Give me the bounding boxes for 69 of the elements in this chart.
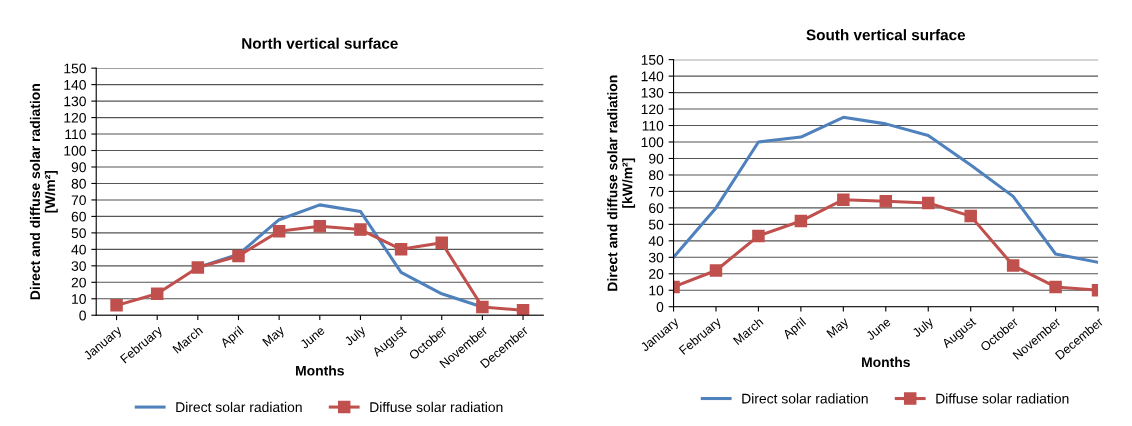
x-tick-label: May	[826, 316, 851, 340]
y-tick-label: 130	[641, 87, 664, 98]
y-tick-label: 20	[71, 277, 86, 288]
chart-title: South vertical surface	[806, 29, 966, 41]
y-tick-label: 130	[64, 96, 86, 107]
x-tick-label: July	[911, 316, 936, 340]
y-tick-label: 40	[71, 244, 86, 255]
y-tick-label: 90	[649, 153, 664, 164]
y-tick-label: 20	[649, 269, 664, 279]
point	[921, 196, 935, 210]
legend-label: Direct solar radiation	[176, 401, 302, 413]
x-axis-title: Months	[296, 365, 344, 376]
y-tick-label: 140	[641, 71, 664, 82]
point	[837, 193, 850, 206]
y-tick-label: 0	[656, 302, 664, 312]
point	[435, 236, 448, 250]
point	[110, 299, 123, 312]
point	[709, 264, 723, 277]
y-axis-title: Direct and diffuse solar radiation [W/m²]	[29, 84, 58, 300]
point	[354, 223, 367, 236]
y-tick-label: 110	[642, 120, 664, 131]
x-tick-label: May	[262, 325, 287, 349]
y-tick-label: 40	[648, 236, 664, 246]
legend-label: Direct solar radiation	[742, 393, 868, 404]
point	[232, 249, 245, 263]
y-tick-label: 60	[71, 211, 86, 222]
y-tick-label: 50	[71, 228, 86, 239]
y-tick-label: 10	[649, 285, 664, 296]
point	[191, 261, 205, 274]
y-tick-label: 150	[641, 54, 664, 65]
y-tick-label: 90	[71, 162, 86, 173]
y-tick-label: 100	[641, 137, 664, 148]
y-tick-label: 120	[641, 104, 664, 115]
y-tick-label: 100	[64, 145, 86, 156]
point	[964, 209, 977, 223]
y-tick-label: 30	[71, 261, 86, 271]
point	[150, 287, 164, 301]
y-tick-label: 80	[71, 178, 86, 189]
y-tick-label: 140	[64, 79, 86, 90]
x-tick-label: July	[343, 324, 368, 349]
x-tick-label: June	[865, 317, 892, 341]
y-tick-label: 110	[65, 129, 86, 140]
point	[313, 220, 327, 233]
y-tick-label: 30	[648, 252, 664, 263]
point	[794, 214, 808, 228]
y-tick-label: 60	[649, 203, 664, 214]
chart-title: North vertical surface	[242, 37, 398, 49]
y-tick-label: 50	[648, 219, 664, 230]
y-tick-label: 120	[64, 112, 86, 123]
point	[752, 229, 765, 243]
y-axis-title: Direct and diffuse solar radiation [kW/m²]	[607, 75, 636, 291]
y-tick-label: 10	[72, 294, 86, 304]
y-tick-label: 70	[71, 195, 86, 206]
y-tick-label: 0	[79, 310, 86, 321]
y-tick-label: 70	[649, 186, 664, 197]
legend-label: Diffuse solar radiation	[936, 393, 1069, 404]
line-series	[673, 115, 1099, 264]
point	[1049, 280, 1062, 294]
point	[879, 195, 893, 208]
y-tick-label: 80	[648, 170, 664, 181]
point	[476, 300, 489, 314]
point	[394, 243, 408, 256]
legend-label: Diffuse solar radiation	[370, 401, 503, 413]
point	[1006, 259, 1020, 272]
y-tick-label: 150	[64, 63, 86, 74]
point	[272, 224, 286, 238]
x-axis-title: Months	[862, 356, 910, 368]
x-tick-label: June	[299, 325, 326, 350]
point	[516, 304, 530, 316]
